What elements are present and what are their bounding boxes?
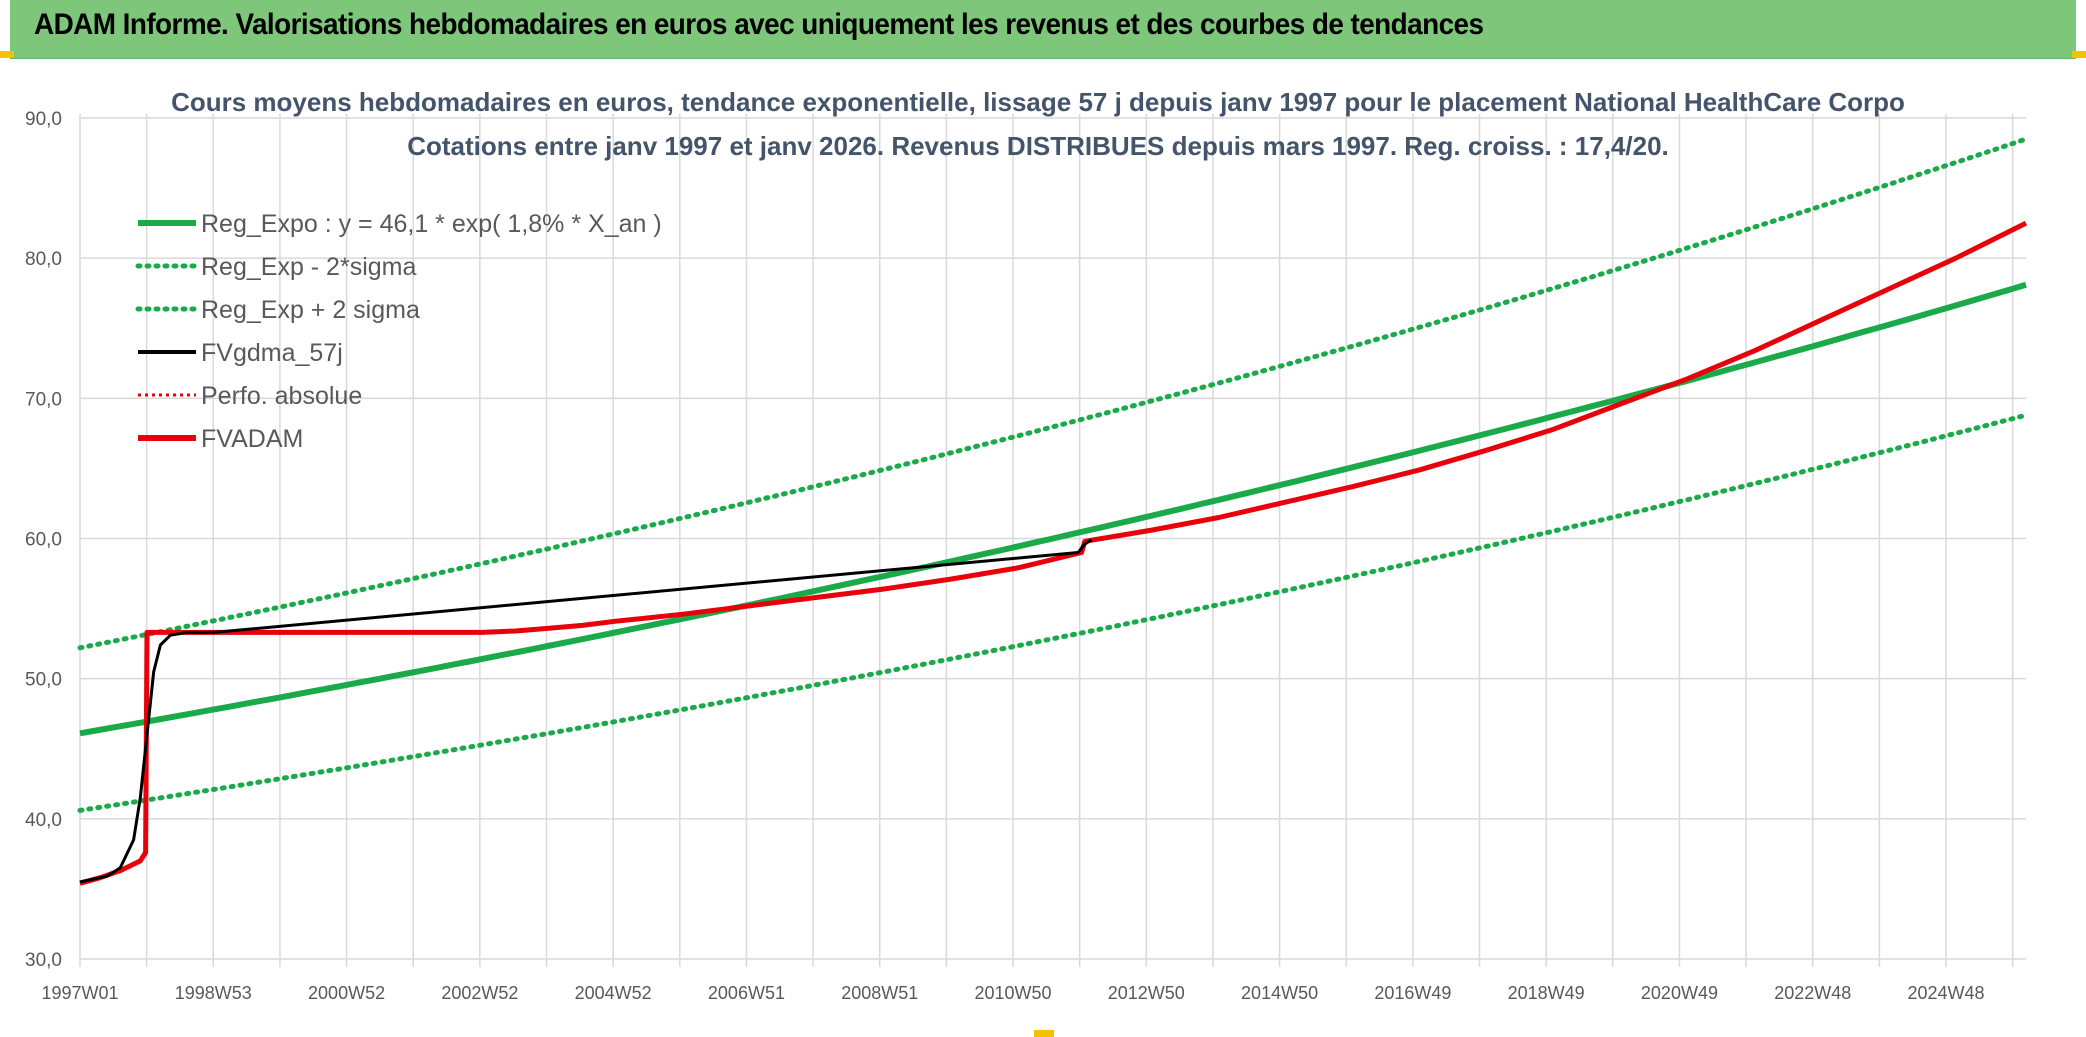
legend-label: Reg_Exp + 2 sigma (201, 296, 420, 324)
chart-series (77, 136, 2029, 886)
x-tick-label: 1998W53 (175, 983, 252, 1003)
chart-legend: Reg_Expo : y = 46,1 * exp( 1,8% * X_an )… (135, 210, 662, 453)
corner-mark-right (2072, 51, 2086, 58)
chart-axes: 90,0 80,0 70,0 60,0 50,0 40,0 30,0 1997W01 1998W… (25, 109, 1985, 1003)
x-tick-label: 2004W52 (575, 983, 652, 1003)
x-tick-label: 2014W50 (1241, 983, 1318, 1003)
corner-mark-bottom (1034, 1030, 1054, 1037)
x-tick-label: 1997W01 (41, 983, 118, 1003)
report-banner: ADAM Informe. Valorisations hebdomadaire… (10, 0, 2076, 59)
y-tick-label: 70,0 (25, 389, 62, 410)
y-tick-label: 90,0 (25, 109, 62, 130)
series-reg-exp-minus-2sigma (77, 412, 2029, 813)
y-tick-label: 30,0 (25, 950, 62, 971)
legend-label: FVADAM (201, 425, 303, 453)
corner-mark-left (0, 51, 14, 58)
y-tick-label: 50,0 (25, 670, 62, 691)
series-fvgdma-57j (79, 538, 1093, 884)
x-tick-label: 2002W52 (441, 983, 518, 1003)
x-tick-label: 2024W48 (1907, 983, 1984, 1003)
report-title: ADAM Informe. Valorisations hebdomadaire… (34, 8, 1484, 41)
chart-title-line2: Cotations entre janv 1997 et janv 2026. … (407, 131, 1669, 161)
y-tick-label: 40,0 (25, 810, 62, 831)
x-tick-label: 2018W49 (1508, 983, 1585, 1003)
legend-label: Reg_Exp - 2*sigma (201, 253, 416, 281)
chart-grid (79, 114, 2026, 967)
series-reg-expo (79, 281, 2027, 737)
series-fvadam (79, 220, 2028, 886)
chart-title-line1: Cours moyens hebdomadaires en euros, ten… (171, 87, 1905, 117)
legend-label: FVgdma_57j (201, 339, 343, 367)
x-tick-label: 2008W51 (841, 983, 918, 1003)
series-reg-exp-plus-2sigma (77, 136, 2029, 651)
x-tick-label: 2010W50 (974, 983, 1051, 1003)
x-tick-label: 2006W51 (708, 983, 785, 1003)
x-tick-label: 2020W49 (1641, 983, 1718, 1003)
x-tick-label: 2012W50 (1108, 983, 1185, 1003)
x-tick-label: 2000W52 (308, 983, 385, 1003)
legend-label: Reg_Expo : y = 46,1 * exp( 1,8% * X_an ) (201, 210, 662, 238)
y-tick-label: 60,0 (25, 530, 62, 551)
y-tick-label: 80,0 (25, 249, 62, 270)
legend-label: Perfo. absolue (201, 382, 362, 410)
x-tick-label: 2022W48 (1774, 983, 1851, 1003)
x-tick-label: 2016W49 (1374, 983, 1451, 1003)
